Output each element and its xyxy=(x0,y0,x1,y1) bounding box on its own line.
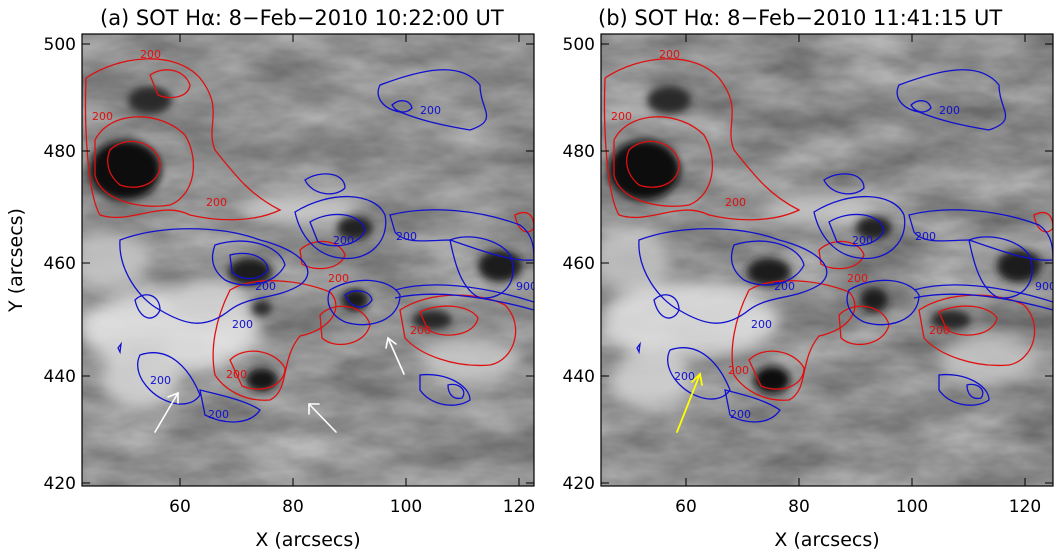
svg-text:200: 200 xyxy=(674,370,695,383)
svg-text:60: 60 xyxy=(675,497,697,517)
svg-text:200: 200 xyxy=(255,280,276,293)
svg-text:200: 200 xyxy=(751,318,772,331)
svg-text:440: 440 xyxy=(44,367,76,387)
svg-text:200: 200 xyxy=(420,104,441,117)
panel-b: (b) SOT Hα: 8−Feb−2010 11:41:15 UT xyxy=(563,6,1056,551)
svg-text:120: 120 xyxy=(503,497,535,517)
svg-text:900: 900 xyxy=(516,280,537,293)
svg-text:200: 200 xyxy=(208,408,229,421)
svg-text:200: 200 xyxy=(140,48,161,61)
svg-text:200: 200 xyxy=(206,196,227,209)
panel-a: (a) SOT Hα: 8−Feb−2010 10:22:00 UT xyxy=(5,6,537,551)
panel-b-title: (b) SOT Hα: 8−Feb−2010 11:41:15 UT xyxy=(598,6,1002,30)
svg-text:460: 460 xyxy=(563,254,595,274)
svg-text:200: 200 xyxy=(725,196,746,209)
svg-text:460: 460 xyxy=(44,254,76,274)
svg-text:200: 200 xyxy=(333,234,354,247)
svg-text:200: 200 xyxy=(232,318,253,331)
svg-text:420: 420 xyxy=(563,474,595,494)
panel-a-image: 200 200 200 200 200 200 200 200 200 200 … xyxy=(82,34,537,486)
svg-text:480: 480 xyxy=(44,142,76,162)
panel-b-image: 200 200 200 200 200 200 200 200 200 200 … xyxy=(601,34,1056,486)
svg-text:200: 200 xyxy=(659,48,680,61)
svg-text:80: 80 xyxy=(282,497,304,517)
panel-a-positive-contours xyxy=(84,58,534,401)
panel-a-title: (a) SOT Hα: 8−Feb−2010 10:22:00 UT xyxy=(100,6,504,30)
panel-b-arrows xyxy=(676,372,703,433)
svg-text:480: 480 xyxy=(563,142,595,162)
svg-text:200: 200 xyxy=(730,408,751,421)
svg-text:200: 200 xyxy=(915,230,936,243)
panel-a-xticks: 60 80 100 120 xyxy=(169,497,535,517)
svg-text:200: 200 xyxy=(852,234,873,247)
arrow-1 xyxy=(154,392,179,433)
svg-text:100: 100 xyxy=(390,497,422,517)
svg-text:200: 200 xyxy=(396,230,417,243)
panel-b-xlabel: X (arcsecs) xyxy=(774,529,879,551)
svg-text:200: 200 xyxy=(92,110,113,123)
arrow-2 xyxy=(308,403,337,433)
svg-text:440: 440 xyxy=(563,367,595,387)
svg-text:200: 200 xyxy=(611,110,632,123)
panel-a-yticks: 420 440 460 480 500 xyxy=(44,35,76,494)
svg-text:200: 200 xyxy=(226,368,247,381)
svg-text:200: 200 xyxy=(847,272,868,285)
panel-b-frame xyxy=(600,33,1054,487)
svg-text:200: 200 xyxy=(150,374,171,387)
panel-a-frame xyxy=(81,33,535,487)
svg-text:900: 900 xyxy=(1035,280,1056,293)
panel-b-yticks: 420 440 460 480 500 xyxy=(563,35,595,494)
panel-a-ylabel: Y (arcsecs) xyxy=(5,208,27,313)
panel-a-negative-contours xyxy=(117,69,534,423)
panel-b-xticks: 60 80 100 120 xyxy=(675,497,1041,517)
arrow-3 xyxy=(387,337,405,375)
svg-text:500: 500 xyxy=(563,35,595,55)
svg-text:500: 500 xyxy=(44,35,76,55)
svg-text:200: 200 xyxy=(328,272,349,285)
svg-text:80: 80 xyxy=(788,497,810,517)
svg-text:200: 200 xyxy=(728,364,749,377)
svg-text:120: 120 xyxy=(1009,497,1041,517)
panel-a-arrows xyxy=(154,336,405,433)
svg-text:200: 200 xyxy=(929,324,950,337)
panel-b-contour-labels: 200 200 200 200 200 200 200 200 200 200 … xyxy=(611,48,1056,421)
arrow-yellow xyxy=(676,373,701,433)
svg-text:200: 200 xyxy=(410,324,431,337)
svg-text:200: 200 xyxy=(774,280,795,293)
svg-text:420: 420 xyxy=(44,474,76,494)
panel-a-xlabel: X (arcsecs) xyxy=(255,529,360,551)
svg-text:200: 200 xyxy=(939,104,960,117)
panel-a-contour-labels: 200 200 200 200 200 200 200 200 200 200 … xyxy=(92,48,537,421)
svg-text:60: 60 xyxy=(169,497,191,517)
svg-text:100: 100 xyxy=(896,497,928,517)
